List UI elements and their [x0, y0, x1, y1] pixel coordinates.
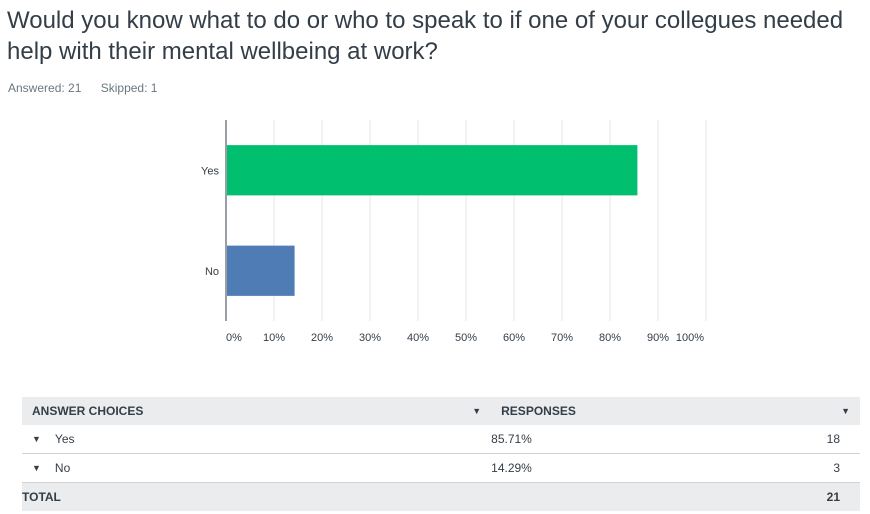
total-count: 21: [826, 490, 840, 504]
count-cell: 18: [826, 432, 840, 446]
x-tick-label: 0%: [226, 332, 242, 344]
skipped-count: Skipped: 1: [100, 81, 158, 95]
bar-yes: [227, 145, 638, 196]
choice-cell: ▼ No: [22, 454, 491, 483]
category-label: No: [205, 266, 219, 278]
x-tick-label: 50%: [455, 332, 477, 344]
answer-choices-header-label: ANSWER CHOICES: [32, 404, 144, 418]
sort-caret-icon[interactable]: ▼: [472, 406, 482, 416]
x-tick-label: 60%: [503, 332, 525, 344]
total-spacer: [491, 483, 784, 512]
total-row: TOTAL 21: [22, 482, 860, 512]
sort-caret-icon[interactable]: ▼: [841, 406, 850, 416]
table-row: ▼ Yes 85.71% 18: [22, 425, 860, 454]
bar-chart: Yes No 0% 10% 20% 30% 40% 50% 60% 70% 80% 90% 100%: [201, 120, 707, 344]
table-row: ▼ No 14.29% 3: [22, 454, 860, 483]
x-tick-label: 90%: [647, 332, 669, 344]
answer-table: ANSWER CHOICES ▼ RESPONSES ▼ ▼ Yes 85.71…: [22, 397, 860, 511]
total-label: TOTAL: [22, 490, 61, 504]
x-tick-label: 70%: [551, 332, 573, 344]
bar-no: [227, 245, 295, 296]
percent-cell: 85.71%: [491, 432, 532, 446]
choice-label: No: [54, 461, 71, 475]
choice-cell: ▼ Yes: [22, 425, 491, 454]
x-tick-label: 20%: [311, 332, 333, 344]
answer-choices-header[interactable]: ANSWER CHOICES ▼: [22, 397, 491, 425]
responses-header-label: RESPONSES: [501, 404, 576, 418]
x-tick-label: 40%: [407, 332, 429, 344]
x-tick-label: 30%: [359, 332, 381, 344]
choice-label: Yes: [54, 432, 75, 446]
expand-caret-icon[interactable]: ▼: [32, 434, 41, 444]
category-label: Yes: [201, 165, 219, 177]
expand-caret-icon[interactable]: ▼: [32, 463, 41, 473]
count-cell: 3: [833, 461, 840, 475]
response-meta: Answered: 21 Skipped: 1: [8, 81, 173, 95]
question-title: Would you know what to do or who to spea…: [7, 7, 844, 65]
x-tick-label: 100%: [676, 332, 704, 344]
table-header-row: ANSWER CHOICES ▼ RESPONSES ▼: [22, 397, 860, 425]
x-tick-label: 80%: [599, 332, 621, 344]
x-tick-label: 10%: [263, 332, 285, 344]
responses-header[interactable]: RESPONSES ▼: [491, 397, 860, 425]
percent-cell: 14.29%: [491, 461, 532, 475]
answered-count: Answered: 21: [8, 81, 82, 95]
